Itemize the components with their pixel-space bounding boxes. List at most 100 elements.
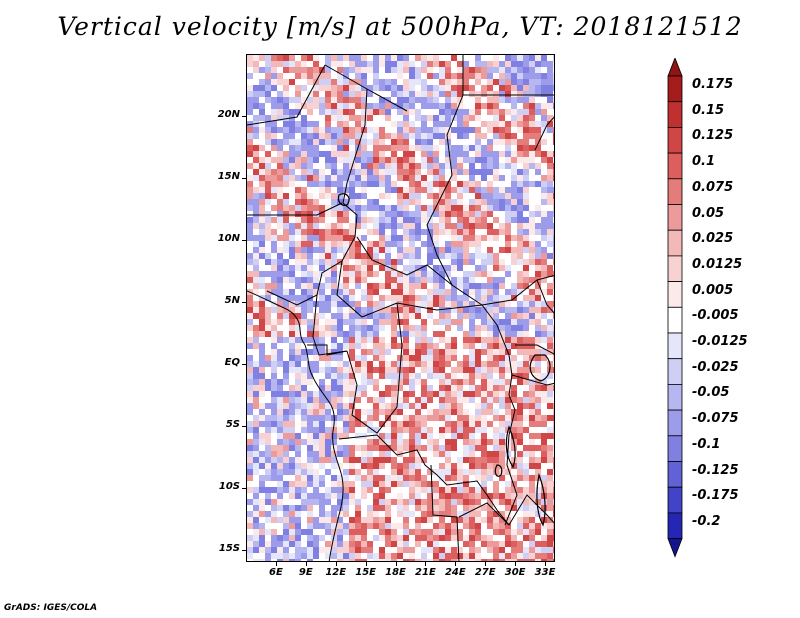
grads-credit: GrADS: IGES/COLA xyxy=(4,603,98,613)
lat-label: 10S xyxy=(218,480,240,492)
colorbar-label: 0.175 xyxy=(692,77,734,92)
lake-victoria xyxy=(529,354,551,382)
lat-label: 10N xyxy=(217,232,240,244)
colorbar-label: -0.025 xyxy=(692,359,739,375)
colorbar-segment xyxy=(667,306,683,334)
colorbar-label: 0.0125 xyxy=(692,256,743,272)
lon-label: 30E xyxy=(504,567,526,578)
lon-label: 24E xyxy=(444,567,466,578)
map-plot-area xyxy=(246,54,555,562)
lon-tick xyxy=(515,562,517,566)
colorbar xyxy=(667,58,683,558)
border-drc-west xyxy=(338,434,510,526)
lon-label: 33E xyxy=(534,567,556,578)
colorbar-label: -0.075 xyxy=(692,411,739,427)
lake-mweru xyxy=(494,464,503,477)
colorbar-label: 0.005 xyxy=(692,282,734,298)
border-tanzania xyxy=(515,344,554,355)
colorbar-segment xyxy=(667,383,683,411)
colorbar-segment xyxy=(667,178,683,205)
border-niger-north xyxy=(247,64,326,126)
lon-tick xyxy=(305,562,307,566)
lon-tick xyxy=(425,562,427,566)
border-ethiopia xyxy=(534,116,554,151)
colorbar-label: -0.125 xyxy=(692,462,739,478)
country-borders xyxy=(247,55,554,561)
colorbar-segment xyxy=(667,152,683,180)
colorbar-segment xyxy=(667,435,683,462)
lat-tick xyxy=(242,177,246,179)
lat-label: 15N xyxy=(217,170,240,182)
lon-label: 18E xyxy=(385,567,406,578)
lon-label: 21E xyxy=(415,567,436,578)
lat-label: 20N xyxy=(217,108,240,120)
colorbar-label: 0.025 xyxy=(692,231,734,247)
lat-label: 5N xyxy=(224,294,240,306)
lake-chad xyxy=(337,193,350,206)
border-gabon xyxy=(307,344,348,356)
colorbar-segment xyxy=(667,204,683,231)
map-svg xyxy=(247,55,554,561)
colorbar-segment xyxy=(667,332,683,360)
colorbar-label: 0.05 xyxy=(692,205,725,221)
border-nigeria xyxy=(247,202,343,216)
lake-tanganyika xyxy=(505,425,516,469)
coastline-west xyxy=(247,290,344,561)
border-cameroon xyxy=(312,294,348,356)
border-angola-zambia xyxy=(430,464,460,561)
border-niger-chad xyxy=(341,88,368,262)
lon-label: 12E xyxy=(325,567,347,578)
colorbar-label: 0.15 xyxy=(692,102,725,118)
lon-label: 27E xyxy=(474,567,496,578)
border-uganda xyxy=(511,374,554,386)
colorbar-segment xyxy=(667,281,683,308)
lat-tick xyxy=(242,549,246,551)
colorbar-bottom-arrow xyxy=(667,538,683,558)
lat-label: 5S xyxy=(225,418,240,430)
colorbar-segment xyxy=(667,229,683,257)
lon-tick xyxy=(455,562,457,566)
colorbar-segment xyxy=(667,461,683,488)
border-sudan-south xyxy=(481,275,554,306)
colorbar-label: 0.125 xyxy=(692,128,734,144)
border-congo xyxy=(346,302,403,434)
lat-label: EQ xyxy=(224,356,240,368)
colorbar-segment xyxy=(667,127,683,154)
velocity-field xyxy=(247,55,554,561)
map-title: Vertical velocity [m/s] at 500hPa, VT: 2… xyxy=(57,12,743,41)
border-car-south xyxy=(336,260,483,318)
lon-tick xyxy=(275,562,277,566)
lat-tick xyxy=(242,301,246,303)
lat-tick xyxy=(242,425,246,427)
colorbar-segment xyxy=(667,512,683,539)
lon-label: 15E xyxy=(355,567,376,578)
border-car-north xyxy=(356,236,453,286)
lon-tick xyxy=(365,562,367,566)
lon-tick xyxy=(335,562,337,566)
lon-tick xyxy=(485,562,487,566)
colorbar-label: -0.175 xyxy=(692,488,739,504)
colorbar-label: 0.1 xyxy=(692,154,716,170)
border-kenya xyxy=(536,279,554,314)
lat-tick xyxy=(242,487,246,489)
lake-malawi xyxy=(536,472,546,527)
colorbar-label: 0.075 xyxy=(692,179,734,195)
colorbar-top-arrow xyxy=(667,58,683,77)
colorbar-label: -0.005 xyxy=(692,308,739,324)
colorbar-segment xyxy=(667,75,683,103)
border-zambia xyxy=(458,494,554,526)
colorbar-segment xyxy=(667,486,683,514)
colorbar-segment xyxy=(667,358,683,385)
colorbar-segment xyxy=(667,101,683,128)
lat-tick xyxy=(242,115,246,117)
lat-label: 15S xyxy=(218,542,240,554)
border-drc-east xyxy=(481,304,518,526)
colorbar-label: -0.0125 xyxy=(692,334,748,349)
lat-tick xyxy=(242,363,246,365)
colorbar-label: -0.2 xyxy=(692,513,721,529)
lon-tick xyxy=(545,562,547,566)
lat-tick xyxy=(242,239,246,241)
lon-label: 6E xyxy=(268,567,283,578)
colorbar-segment xyxy=(667,255,683,282)
lon-tick xyxy=(395,562,397,566)
